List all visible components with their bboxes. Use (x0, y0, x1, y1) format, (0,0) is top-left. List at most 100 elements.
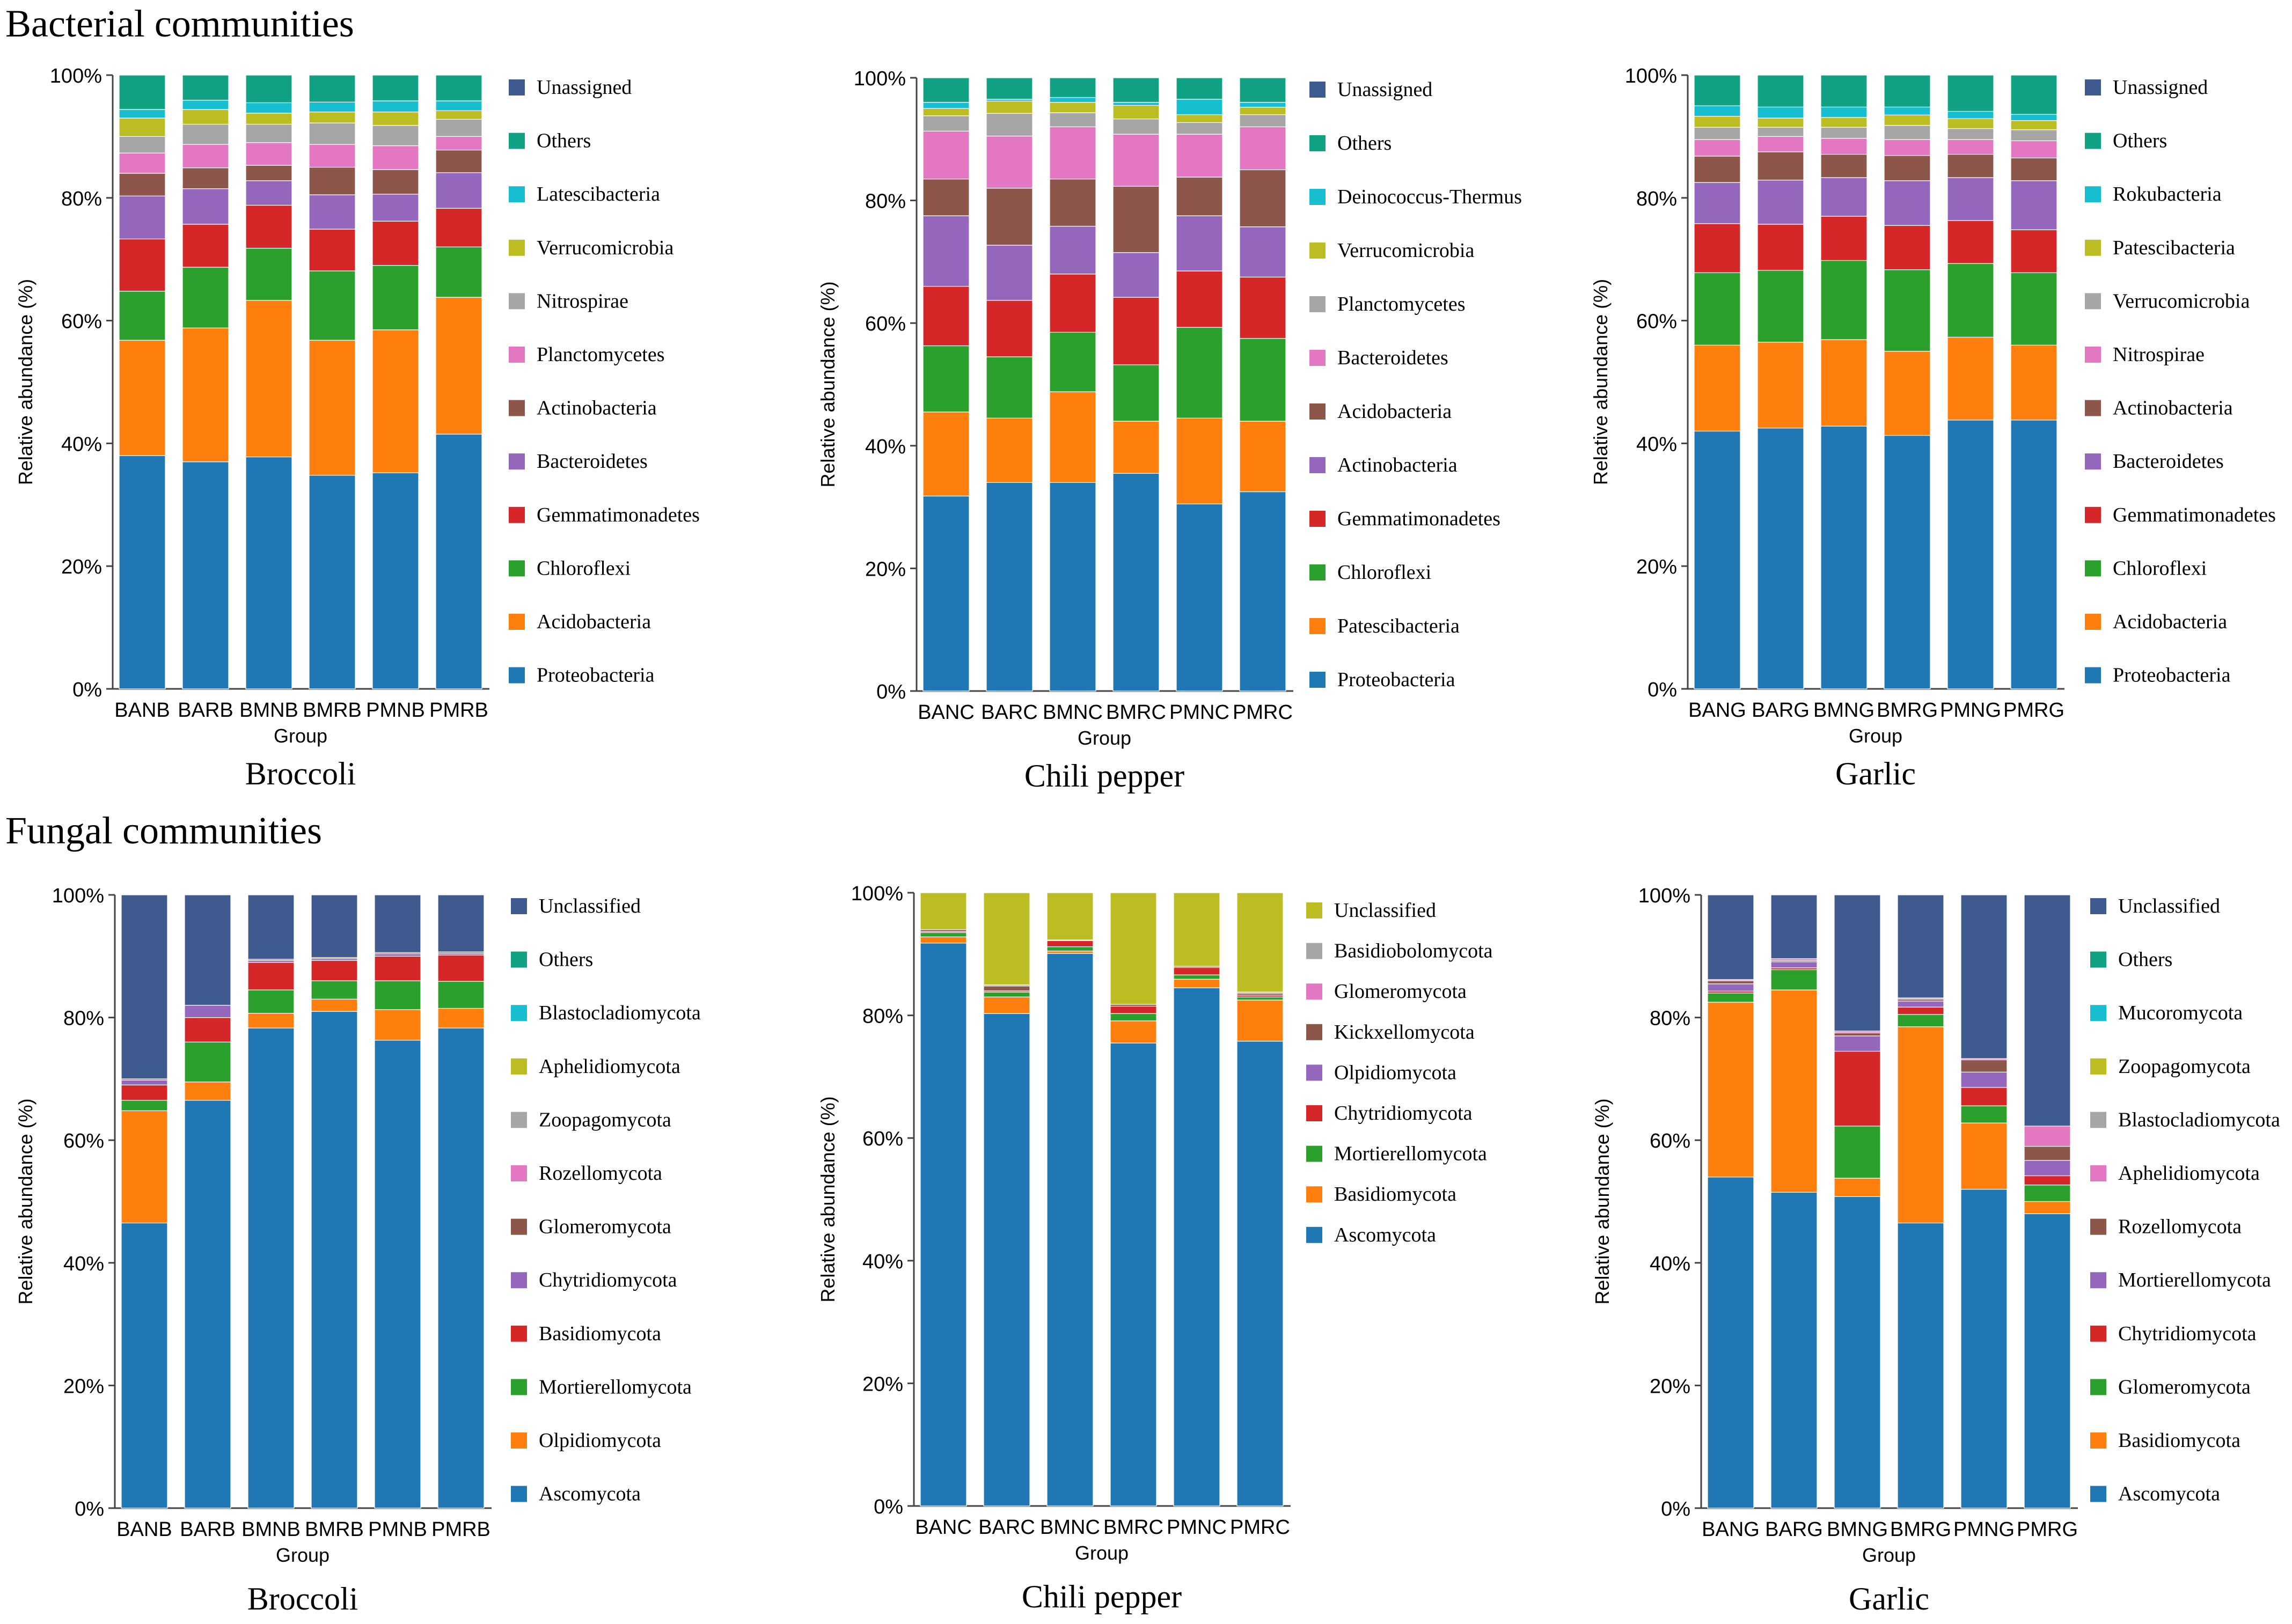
x-axis-label: Group (276, 1544, 329, 1566)
bar-segment (372, 221, 419, 266)
y-tick-label: 80% (862, 1005, 903, 1028)
bar-segment (1694, 223, 1741, 273)
legend-label: Others (2113, 130, 2167, 152)
bar-segment (2010, 420, 2057, 689)
legend-swatch (1309, 82, 1326, 98)
bar-segment (1834, 1035, 1881, 1052)
legend-swatch (1309, 564, 1326, 580)
bar-segment (1110, 1005, 1157, 1014)
bar-segment (1960, 1105, 2008, 1123)
legend-label: Rozellomycota (539, 1162, 662, 1185)
legend-swatch (2085, 614, 2101, 630)
bar-segment (119, 173, 166, 196)
x-tick-label: BARC (981, 701, 1038, 724)
y-tick-label: 80% (865, 190, 906, 213)
legend-swatch (1309, 189, 1326, 205)
chart-title: Chili pepper (1024, 758, 1184, 793)
bar-segment (1947, 75, 1994, 112)
bar-segment (435, 208, 482, 247)
legend-label: Proteobacteria (537, 664, 655, 687)
bar-segment (2010, 114, 2057, 121)
chart-fungal-garlic: 0% 20% 40% 60% 80% 100% Relative abundance (%)… (1591, 885, 2280, 1616)
bar-segment (2024, 1126, 2071, 1147)
bar-segment (119, 195, 166, 240)
bar-segment (121, 1084, 168, 1101)
legend-swatch (2090, 1272, 2106, 1289)
legend-swatch (509, 79, 525, 95)
legend-label: Mucoromycota (2118, 1002, 2243, 1024)
bar-segment (184, 1017, 231, 1042)
bar-segment (1176, 114, 1223, 123)
legend-swatch (1306, 1186, 1322, 1203)
bar-segment (1049, 126, 1096, 180)
legend-label: Chloroflexi (537, 557, 631, 579)
bar-segment (1820, 216, 1868, 261)
bar-segment (245, 165, 292, 181)
bar-segment (922, 345, 970, 413)
legend-label: Olpidiomycota (539, 1429, 661, 1452)
bar-segment (983, 1013, 1030, 1507)
x-tick-label: BARB (180, 1518, 235, 1541)
bar-segment (182, 461, 229, 689)
bar-segment (1112, 102, 1160, 106)
chart-title: Broccoli (247, 1581, 358, 1616)
bar-segment (1897, 1014, 1944, 1027)
bar-segment (245, 456, 292, 689)
legend-label: Verrucomicrobia (1337, 239, 1474, 262)
bar-segment (1239, 169, 1286, 227)
bar-segment (435, 75, 482, 101)
bar-segment (922, 130, 970, 180)
bar-segment (1236, 892, 1284, 993)
bar-segment (1820, 260, 1868, 340)
bar-segment (1046, 946, 1094, 952)
legend-swatch (2085, 293, 2101, 310)
legend-swatch (1309, 403, 1326, 420)
bar-segment (1176, 77, 1223, 100)
legend-swatch (1306, 983, 1322, 1000)
bar-segment (247, 1027, 295, 1509)
x-tick-label: BMRG (1877, 699, 1938, 722)
bar-segment (247, 894, 295, 960)
bar-segment (1707, 993, 1754, 1003)
bar-segment (1757, 224, 1804, 271)
bar-segment (1112, 118, 1160, 135)
legend-label: Gemmatimonadetes (537, 504, 700, 526)
x-tick-label: BMNG (1827, 1518, 1888, 1541)
bar-segment (182, 267, 229, 328)
bar-segment (1947, 153, 1994, 178)
y-tick-label: 80% (1636, 188, 1677, 210)
legend-label: Blastocladiomycota (539, 1002, 701, 1024)
x-tick-label: BANG (1688, 699, 1746, 722)
bar-segment (1947, 128, 1994, 140)
bar-segment (1897, 1006, 1944, 1015)
x-tick-label: BMRB (303, 699, 362, 722)
bar-segment (1049, 332, 1096, 392)
legend-swatch (1309, 296, 1326, 312)
bar-segment (920, 936, 967, 944)
bar-segment (1239, 276, 1286, 339)
bar-segment (372, 145, 419, 170)
x-tick-label: PMRG (2017, 1518, 2078, 1541)
bar-segment (1236, 1041, 1284, 1507)
y-axis-label: Relative abundance (%) (14, 1098, 36, 1304)
bar-segment (986, 113, 1033, 137)
x-tick-label: BMNC (1040, 1516, 1100, 1539)
bar-segment (2010, 180, 2057, 230)
y-tick-label: 100% (50, 65, 102, 87)
bar-segment (1770, 894, 1818, 959)
legend-swatch (1306, 1105, 1322, 1121)
bar-segment (1049, 97, 1096, 103)
bar-segment (372, 194, 419, 222)
bar-segment (1820, 153, 1868, 178)
bar-segment (1239, 491, 1286, 692)
bar-segment (435, 119, 482, 137)
bar-segment (1834, 1126, 1881, 1179)
bar-segment (1820, 75, 1868, 108)
legend-swatch (511, 1218, 527, 1235)
x-tick-label: PMRG (2003, 699, 2064, 722)
bar-segment (983, 991, 1030, 997)
bar-segment (2010, 129, 2057, 142)
x-axis-label: Group (1078, 727, 1131, 749)
bar-segment (435, 246, 482, 298)
